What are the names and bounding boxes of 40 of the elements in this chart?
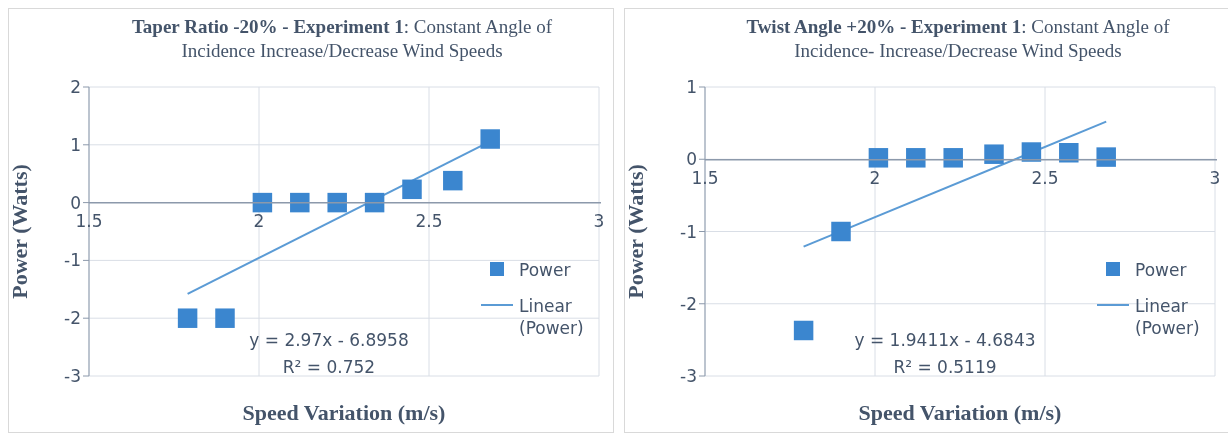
y-tick-label: -3 xyxy=(680,366,697,387)
annotation: y = 2.97x - 6.8958 xyxy=(248,329,410,352)
y-tick-label: 1 xyxy=(686,77,697,98)
chart-title: Twist Angle +20% - Experiment 1: Constant Angle of Incidence- Increase/Decrease Wind Speeds xyxy=(745,15,1171,63)
point xyxy=(215,308,235,328)
y-axis-title: Power (Watts) xyxy=(6,164,32,299)
x-tick-label: 2 xyxy=(869,167,881,188)
x-tick-label: 3 xyxy=(593,211,605,232)
legend-label: Linear (Power) xyxy=(519,295,585,339)
point xyxy=(480,129,500,149)
y-tick-label: -1 xyxy=(64,250,81,271)
y-tick-label: -3 xyxy=(64,366,81,387)
x-tick-label: 1.5 xyxy=(691,167,719,188)
y-tick-label: 0 xyxy=(70,192,81,213)
y-tick-label: -2 xyxy=(64,308,81,329)
y-tick-label: -2 xyxy=(680,293,697,314)
x-tick-label: 2.5 xyxy=(415,211,443,232)
annotation: R² = 0.5119 xyxy=(892,356,998,379)
y-tick-label: 0 xyxy=(686,149,697,170)
legend-label: Power xyxy=(519,259,571,281)
x-tick-label: 3 xyxy=(1209,167,1221,188)
point xyxy=(402,179,422,200)
y-axis-title: Power (Watts) xyxy=(622,164,648,299)
point xyxy=(831,221,851,242)
x-tick-label: 2 xyxy=(253,211,265,232)
legend-label: Power xyxy=(1135,259,1187,281)
point xyxy=(177,308,198,328)
legend-label: Linear (Power) xyxy=(1135,295,1201,339)
annotation: y = 1.9411x - 4.6843 xyxy=(853,329,1037,352)
chart-title: Taper Ratio -20% - Experiment 1: Constant Angle of Incidence Increase/Decrease Wind Speeds xyxy=(130,15,554,63)
x-axis-title: Speed Variation (m/s) xyxy=(242,400,446,425)
point xyxy=(793,320,814,341)
x-tick-label: 1.5 xyxy=(75,211,103,232)
y-tick-label: 1 xyxy=(70,134,81,155)
y-tick-label: -1 xyxy=(680,221,697,242)
annotation: R² = 0.752 xyxy=(281,356,377,379)
x-axis-title: Speed Variation (m/s) xyxy=(858,400,1062,425)
x-tick-label: 2.5 xyxy=(1031,167,1059,188)
point xyxy=(443,170,463,191)
y-tick-label: 2 xyxy=(70,77,81,98)
